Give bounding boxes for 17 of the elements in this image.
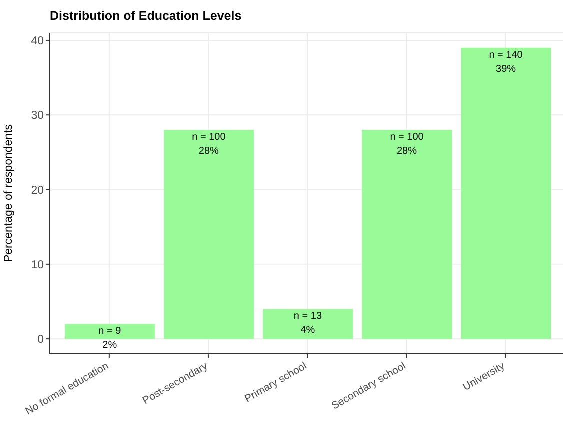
bar (362, 130, 452, 340)
y-tick-label: 10 (31, 260, 44, 272)
y-axis-title: Percentage of respondents (3, 124, 16, 263)
bar (262, 309, 353, 340)
bar (461, 48, 552, 340)
bar (64, 324, 155, 340)
data-label: n = 140 39% (489, 50, 524, 75)
data-label: n = 9 2% (98, 326, 122, 352)
bar (164, 130, 254, 340)
data-label: n = 100 28% (192, 132, 226, 158)
y-tick-label: 30 (31, 110, 44, 122)
y-tick-label: 20 (31, 184, 44, 197)
chart-title: Distribution of Education Levels (50, 9, 242, 23)
y-tick-label: 0 (38, 334, 44, 346)
data-label: n = 100 28% (390, 132, 424, 158)
data-label: n = 13 4% (294, 311, 322, 336)
y-tick-label: 40 (31, 36, 44, 48)
